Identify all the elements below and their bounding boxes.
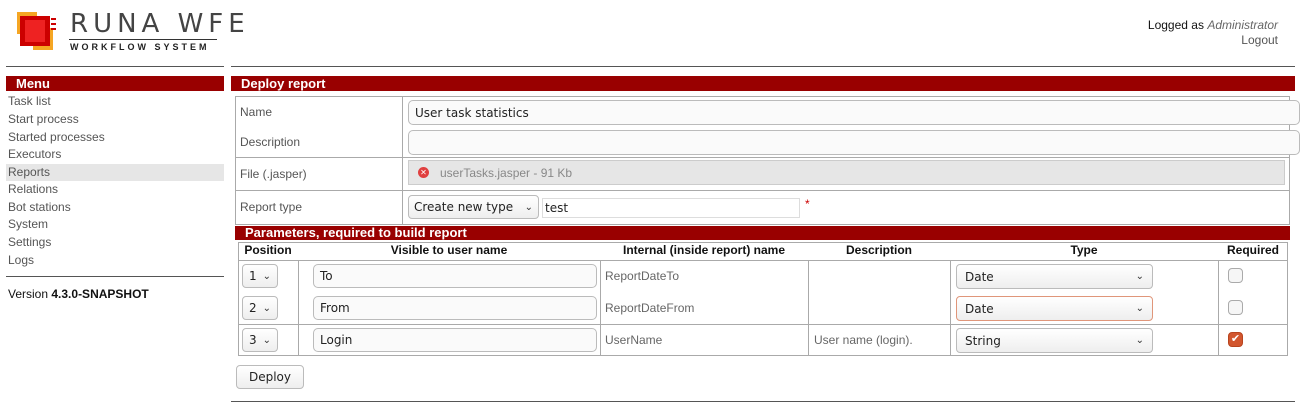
type-select[interactable]: Date ⌄ [956, 296, 1153, 321]
version-label: Version [8, 287, 49, 301]
logo-title: RUNA WFE [70, 9, 250, 39]
type-value: String [965, 333, 1001, 348]
column-header-required: Required [1226, 243, 1279, 257]
sidebar-item-logs[interactable]: Logs [8, 253, 35, 267]
param-description: User name (login). [814, 333, 913, 347]
deploy-report-header: Deploy report [231, 76, 1295, 91]
logo-subtitle: WORKFLOW SYSTEM [70, 42, 210, 52]
file-name: userTasks.jasper [440, 165, 531, 180]
chevron-down-icon: ⌄ [1135, 303, 1144, 314]
divider [6, 66, 224, 67]
chevron-down-icon: ⌄ [1135, 335, 1144, 346]
position-select[interactable]: 2 ⌄ [242, 296, 278, 320]
position-value: 1 [249, 269, 257, 283]
divider [231, 66, 1295, 67]
report-type-select-value: Create new type [414, 200, 514, 214]
internal-name: ReportDateFrom [605, 301, 695, 315]
required-checkbox[interactable] [1228, 300, 1243, 315]
sidebar-item-start-process[interactable]: Start process [8, 112, 79, 126]
position-value: 2 [249, 301, 257, 315]
logout-link[interactable]: Logout [1241, 33, 1278, 47]
file-label: File (.jasper) [240, 167, 307, 181]
parameters-table [238, 242, 1288, 356]
remove-file-icon[interactable]: ✕ [418, 167, 429, 178]
deploy-form-table [235, 96, 1290, 225]
logged-as-label: Logged as [1147, 18, 1204, 32]
type-value: Date [965, 269, 994, 284]
visible-name-input[interactable]: From [313, 296, 597, 320]
internal-name: UserName [605, 333, 663, 347]
required-checkbox[interactable]: ✔ [1228, 332, 1243, 347]
sidebar-item-started-processes[interactable]: Started processes [8, 130, 105, 144]
description-input[interactable] [408, 130, 1300, 155]
position-select[interactable]: 3 ⌄ [242, 328, 278, 352]
type-select[interactable]: Date ⌄ [956, 264, 1153, 289]
logo: RUNA WFE WORKFLOW SYSTEM [15, 10, 245, 54]
version-number: 4.3.0-SNAPSHOT [51, 287, 149, 301]
name-input[interactable]: User task statistics [408, 100, 1300, 125]
chevron-down-icon: ⌄ [1135, 271, 1144, 282]
menu-header: Menu [6, 76, 224, 91]
sidebar-item-system[interactable]: System [8, 217, 49, 231]
position-value: 3 [249, 333, 257, 347]
column-header-internal-name: Internal (inside report) name [622, 243, 786, 257]
column-header-visible-name: Visible to user name [390, 243, 508, 257]
chevron-down-icon: ⌄ [262, 334, 271, 346]
report-type-label: Report type [240, 200, 303, 214]
description-label: Description [240, 135, 301, 149]
position-select[interactable]: 1 ⌄ [242, 264, 278, 288]
user-name-link[interactable]: Administrator [1207, 18, 1278, 32]
chevron-down-icon: ⌄ [262, 270, 271, 282]
report-type-input[interactable]: test [542, 198, 800, 218]
visible-name-input[interactable]: To [313, 264, 597, 288]
divider [6, 276, 224, 277]
deploy-button[interactable]: Deploy [236, 365, 304, 389]
chevron-down-icon: ⌄ [524, 201, 533, 213]
file-dropzone[interactable]: ✕ userTasks.jasper - 91 Kb [408, 160, 1285, 185]
name-label: Name [240, 105, 273, 119]
required-mark: * [805, 197, 810, 211]
sidebar-item-task-list[interactable]: Task list [8, 94, 51, 108]
type-select[interactable]: String ⌄ [956, 328, 1153, 353]
sidebar-item-bot-stations[interactable]: Bot stations [8, 200, 71, 214]
logo-icon [17, 12, 56, 50]
column-header-description: Description [845, 243, 912, 257]
sidebar-item-reports[interactable]: Reports [6, 164, 224, 181]
parameters-header: Parameters, required to build report [235, 226, 1290, 240]
check-icon: ✔ [1230, 333, 1241, 345]
report-type-select[interactable]: Create new type ⌄ [408, 195, 539, 219]
file-size: - 91 Kb [533, 165, 573, 180]
sidebar-item-executors[interactable]: Executors [8, 147, 62, 161]
version-info: Version 4.3.0-SNAPSHOT [8, 287, 149, 301]
chevron-down-icon: ⌄ [262, 302, 271, 314]
column-header-position: Position [244, 243, 292, 257]
internal-name: ReportDateTo [605, 269, 680, 283]
required-checkbox[interactable] [1228, 268, 1243, 283]
visible-name-input[interactable]: Login [313, 328, 597, 352]
sidebar-item-relations[interactable]: Relations [8, 182, 59, 196]
user-info: Logged as Administrator Logout [1148, 18, 1278, 48]
sidebar-item-settings[interactable]: Settings [8, 235, 52, 249]
type-value: Date [965, 301, 994, 316]
column-header-type: Type [1070, 243, 1098, 257]
